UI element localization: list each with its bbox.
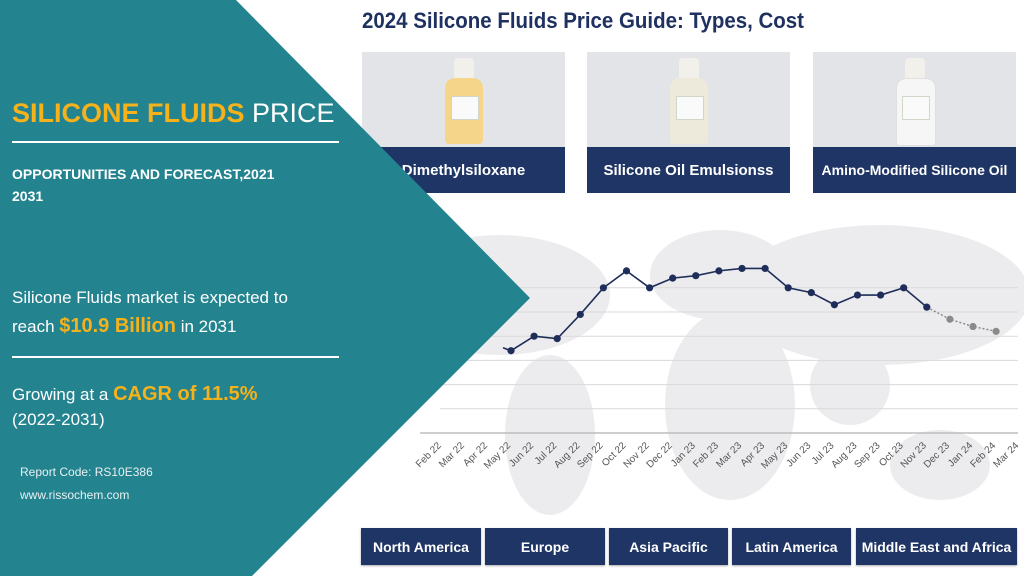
bottle-image: [669, 58, 708, 144]
x-tick-label: Dec 23: [922, 440, 952, 470]
data-point: [923, 303, 931, 311]
x-tick-label: Mar 23: [714, 440, 744, 470]
x-tick-label: Mar 24: [992, 440, 1022, 470]
product-card-silicone-oil-emulsions[interactable]: Silicone Oil Emulsionss: [587, 52, 790, 193]
product-label: Silicone Oil Emulsionss: [587, 147, 790, 193]
x-tick-label: May 23: [759, 440, 790, 471]
x-tick-label: Jun 22: [507, 440, 536, 469]
product-label: Amino-Modified Silicone Oil: [813, 147, 1016, 193]
x-tick-label: Sep 23: [853, 440, 883, 470]
region-asia-pacific[interactable]: Asia Pacific: [609, 528, 728, 565]
x-tick-label: Mar 22: [437, 440, 467, 470]
cagr-text: Growing at a CAGR of 11.5% (2022-2031): [12, 383, 258, 429]
website-link[interactable]: www.rissochem.com: [20, 488, 130, 502]
forecast-point: [992, 327, 1000, 335]
product-card-amino-modified-silicone-oil[interactable]: Amino-Modified Silicone Oil: [813, 52, 1016, 193]
x-tick-label: Sep 22: [575, 440, 605, 470]
forecast-point: [969, 322, 977, 331]
forecast-point: [946, 315, 954, 323]
forecast-line: [926, 306, 997, 333]
data-point: [738, 264, 746, 273]
data-point: [553, 335, 561, 343]
data-point: [507, 347, 515, 355]
data-point: [877, 291, 885, 299]
x-tick-label: Dec 22: [645, 440, 675, 470]
report-code: Report Code: RS10E386: [20, 465, 153, 479]
data-point: [900, 284, 908, 292]
data-point: [692, 272, 700, 280]
data-point: [761, 264, 769, 273]
market-size-text: Silicone Fluids market is expected to rea…: [12, 288, 288, 337]
region-europe[interactable]: Europe: [485, 528, 605, 565]
region-north-america[interactable]: North America: [361, 528, 481, 565]
bottle-image: [895, 58, 936, 146]
panel-subtitle: OPPORTUNITIES AND FORECAST,2021 2031: [12, 166, 275, 204]
data-point: [807, 289, 815, 297]
panel-title: SILICONE FLUIDS PRICE: [12, 98, 335, 128]
data-point: [853, 291, 862, 299]
x-tick-label: May 22: [482, 440, 513, 471]
price-line: [510, 267, 928, 352]
divider: [12, 356, 339, 358]
data-point: [646, 284, 654, 292]
x-tick-label: Jun 23: [784, 440, 813, 469]
data-point: [576, 310, 584, 319]
data-point: [784, 284, 792, 292]
data-point: [669, 274, 677, 282]
region-latin-america[interactable]: Latin America: [732, 528, 851, 565]
data-point: [530, 332, 538, 340]
region-middle-east-africa[interactable]: Middle East and Africa: [856, 528, 1017, 565]
data-point: [622, 267, 631, 275]
data-point: [599, 284, 608, 292]
data-point: [830, 301, 839, 309]
divider: [12, 141, 339, 143]
data-point: [715, 267, 723, 275]
